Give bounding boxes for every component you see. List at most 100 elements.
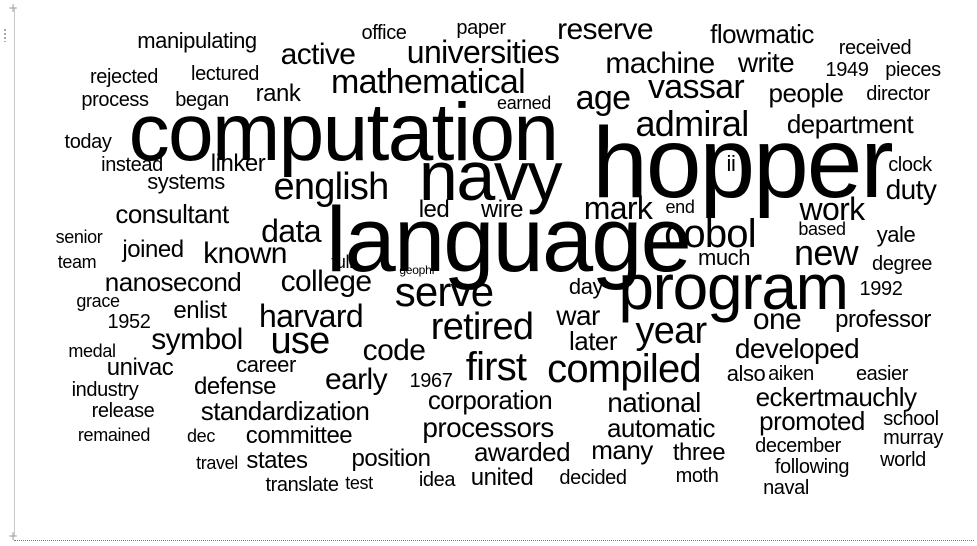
word-96: naval (763, 477, 809, 499)
word-48: three (672, 439, 726, 466)
word-57: wire (480, 196, 524, 223)
left-frame-line (14, 8, 15, 536)
word-32: later (569, 326, 618, 356)
word-80: senior (55, 227, 103, 247)
word-18: active (280, 38, 356, 71)
word-108: yale (876, 222, 916, 247)
word-9: year (635, 310, 708, 352)
word-16: vassar (647, 68, 745, 106)
word-73: rejected (90, 66, 158, 88)
word-13: universities (406, 34, 560, 70)
word-7: first (465, 345, 527, 389)
word-58: led (418, 196, 450, 223)
word-76: began (175, 89, 229, 111)
word-93: idea (418, 469, 456, 491)
word-110: much (697, 245, 751, 270)
word-78: today (64, 131, 112, 153)
word-100: murray (883, 427, 943, 449)
word-46: united (470, 464, 534, 491)
word-12: mathematical (330, 63, 526, 101)
word-89: dec (187, 426, 215, 446)
word-67: office (361, 22, 407, 44)
word-31: war (556, 300, 600, 331)
word-64: enlist (173, 297, 227, 324)
word-20: mark (583, 190, 653, 226)
word-28: symbol (151, 323, 243, 356)
word-112: full (331, 252, 353, 272)
word-91: translate (265, 474, 339, 496)
word-37: national (607, 387, 701, 418)
crosshair-top-icon: + (8, 1, 19, 15)
word-24: known (203, 237, 287, 270)
word-63: nanosecond (104, 267, 242, 297)
word-1: computation (128, 87, 559, 178)
word-74: lectured (191, 63, 259, 85)
word-72: director (866, 83, 930, 105)
word-51: write (737, 47, 795, 78)
word-113: geophf (399, 263, 435, 277)
word-8: compiled (547, 347, 701, 391)
word-36: processors (422, 412, 554, 443)
word-29: code (362, 334, 426, 367)
word-40: promoted (759, 406, 865, 436)
word-104: also (726, 361, 766, 386)
word-92: test (345, 473, 373, 493)
word-25: college (280, 265, 372, 298)
word-90: travel (196, 453, 238, 473)
word-114: career (236, 352, 296, 377)
word-10: cobol (664, 212, 756, 256)
word-47: many (591, 435, 653, 465)
word-53: duty (885, 174, 937, 205)
word-50: people (768, 78, 844, 108)
word-27: use (270, 320, 331, 362)
word-55: ii (726, 151, 736, 176)
word-33: one (752, 303, 802, 336)
word-84: medal (68, 341, 116, 361)
word-66: manipulating (137, 28, 257, 53)
word-106: 1992 (859, 278, 903, 300)
word-23: data (261, 213, 321, 249)
word-14: admiral (635, 103, 750, 144)
word-61: consultant (115, 199, 229, 229)
word-85: univac (106, 354, 174, 381)
word-98: following (774, 456, 850, 478)
word-116: 1967 (409, 370, 453, 392)
word-17: machine (605, 47, 715, 80)
word-15: age (575, 79, 631, 117)
word-86: industry (71, 379, 139, 401)
word-82: grace (76, 291, 120, 311)
word-39: eckertmauchly (755, 382, 917, 412)
word-44: position (351, 445, 431, 472)
word-4: program (618, 251, 849, 323)
word-3: language (326, 189, 692, 291)
word-77: earned (497, 93, 551, 113)
word-62: joined (122, 236, 184, 263)
word-41: standardization (200, 396, 370, 426)
word-65: rank (255, 80, 301, 107)
crosshair-bottom-icon: + (8, 529, 19, 543)
word-42: committee (245, 422, 353, 449)
word-35: corporation (427, 385, 553, 415)
word-101: school (883, 408, 939, 430)
word-94: decided (559, 467, 627, 489)
word-2: navy (418, 137, 563, 215)
word-26: harvard (258, 298, 364, 334)
word-102: easier (855, 363, 909, 385)
word-79: instead (101, 154, 163, 176)
word-49: department (786, 109, 914, 139)
drag-handle-icon[interactable] (3, 28, 7, 42)
word-75: process (81, 89, 149, 111)
word-38: automatic (606, 413, 716, 443)
word-69: received (838, 37, 912, 59)
word-83: 1952 (107, 311, 151, 333)
word-45: awarded (473, 437, 571, 467)
word-59: linker (210, 150, 266, 177)
word-107: degree (872, 253, 932, 275)
word-70: 1949 (825, 59, 869, 81)
word-60: systems (147, 169, 225, 194)
word-88: remained (77, 425, 151, 445)
word-68: paper (456, 17, 506, 39)
word-115: defense (193, 373, 277, 400)
word-6: retired (430, 306, 534, 348)
